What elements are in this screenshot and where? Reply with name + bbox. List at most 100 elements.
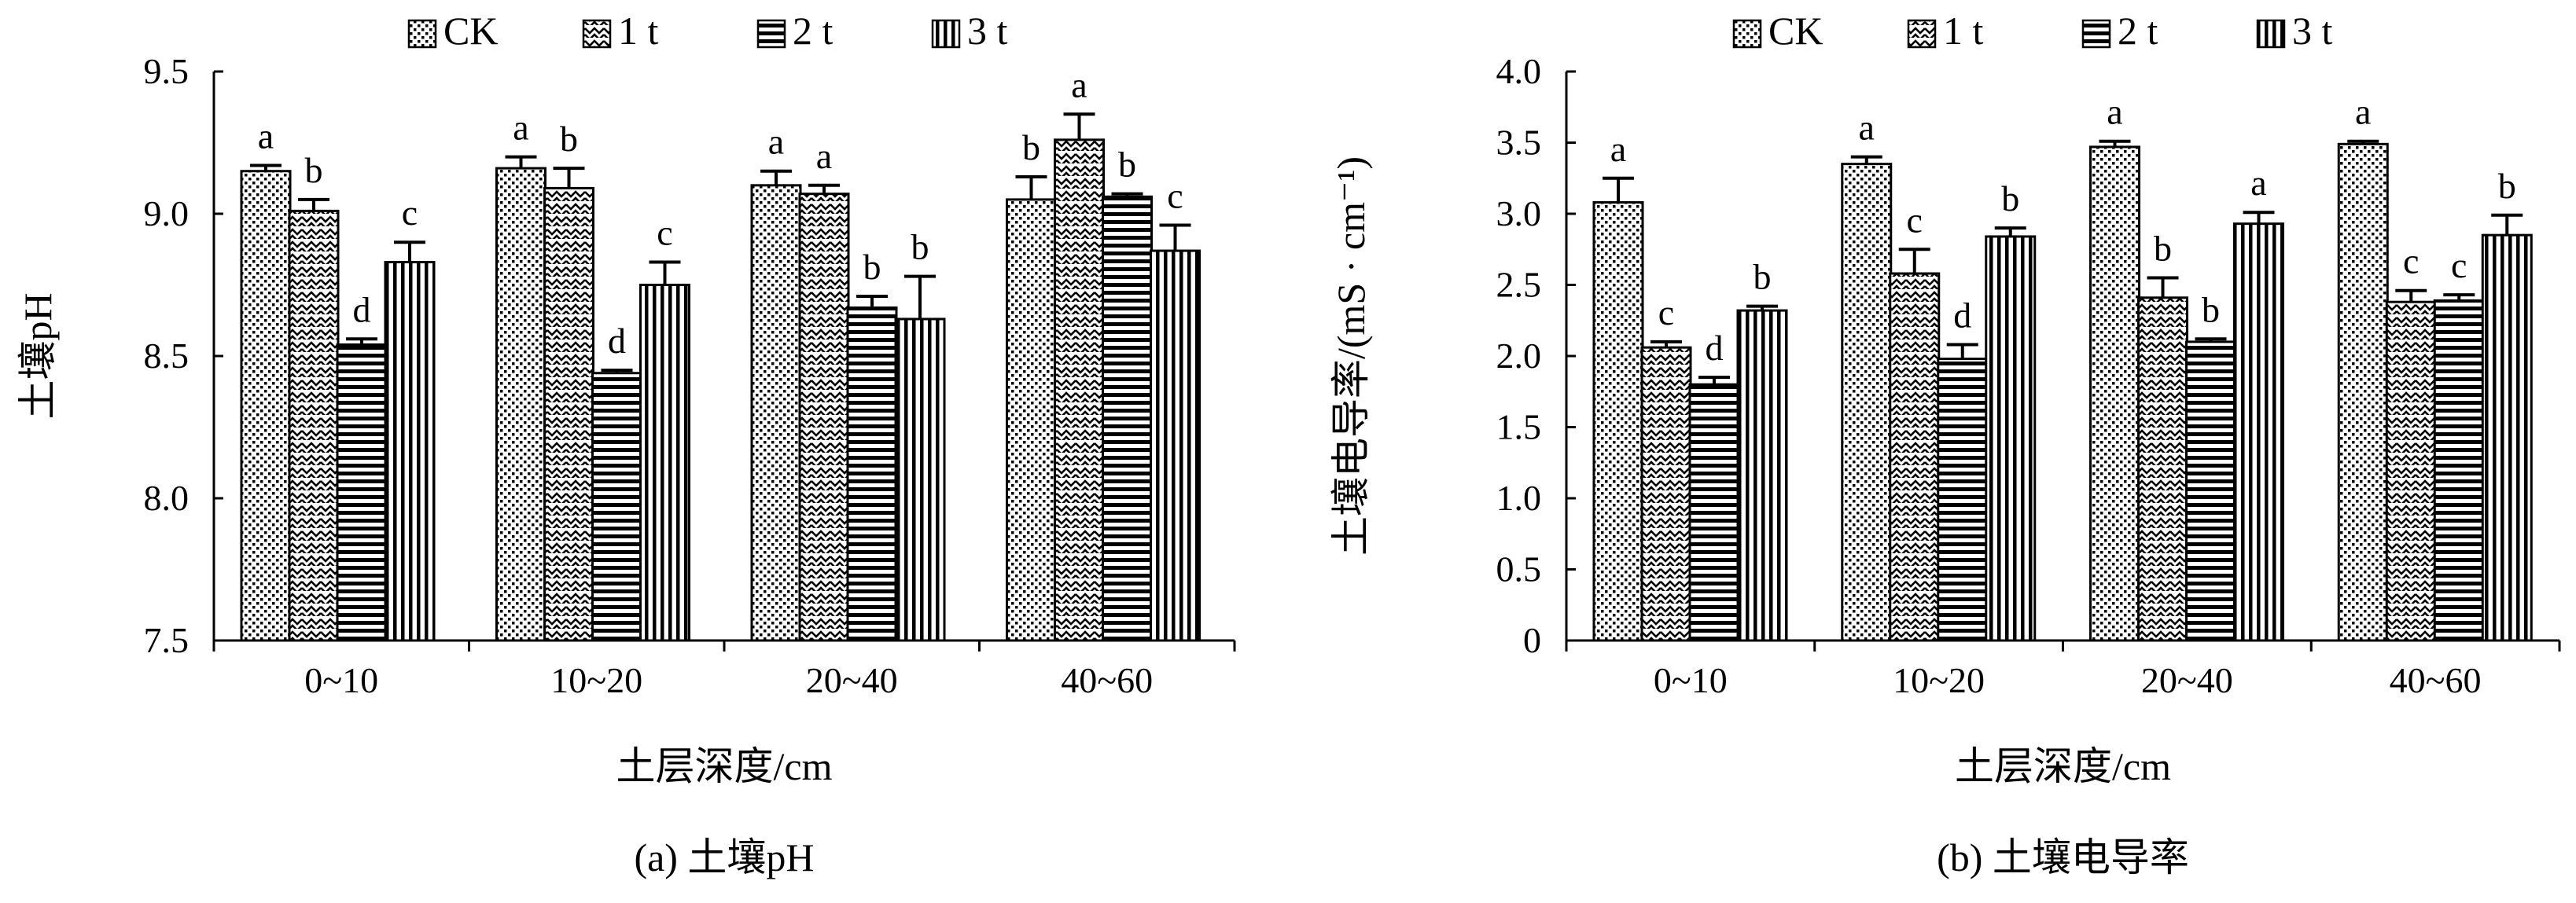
legend-swatch-3t [931,19,961,49]
ec-chart-panel: 00.51.01.52.02.53.03.54.0acdb0~10acdb10~… [1329,9,2561,879]
bar-CK-40~60 [2337,142,2389,642]
legend-label-1t: 1 t [1943,9,1984,53]
x-tick-label: 40~60 [2390,660,2482,700]
bar-CK-20~40 [2089,145,2140,642]
significance-label: a [2355,92,2371,132]
legend-swatch-CK [407,19,437,49]
significance-label: d [1953,295,1971,336]
y-tick-label: 2.5 [1496,265,1542,305]
bar-1t-20~40 [2137,296,2188,642]
significance-label: a [768,122,784,162]
x-tick-label: 10~20 [1893,660,1985,700]
bar-2t-20~40 [2185,340,2236,642]
bar-3t-0~10 [384,261,436,642]
legend-label-CK: CK [443,9,498,53]
bar-2t-0~10 [1688,383,1740,642]
x-tick-label: 20~40 [806,660,898,700]
y-tick-label: 9.0 [144,193,190,233]
significance-label: c [1658,292,1674,332]
significance-label: b [2202,289,2220,329]
x-axis-title: 土层深度/cm [616,744,833,788]
legend-label-CK: CK [1768,9,1823,53]
significance-label: b [911,227,929,267]
legend-label-2t: 2 t [793,9,834,53]
y-tick-label: 0.5 [1496,549,1542,589]
bar-1t-20~40 [798,193,850,642]
bar-CK-10~20 [495,167,546,642]
y-tick-label: 0 [1523,620,1541,660]
significance-label: d [608,321,626,361]
bar-1t-0~10 [1640,346,1692,642]
bar-1t-40~60 [2385,300,2437,642]
significance-label: b [305,150,323,190]
significance-label: c [1167,175,1183,215]
significance-label: c [1907,200,1923,240]
significance-label: c [2403,241,2419,281]
bar-2t-40~60 [1102,195,1153,642]
significance-label: a [2250,163,2266,203]
bar-3t-10~20 [1985,235,2037,642]
x-tick-label: 40~60 [1061,660,1153,700]
bar-CK-40~60 [1006,198,1057,642]
legend-swatch-1t [1907,19,1937,49]
legend-label-3t: 3 t [2292,9,2333,53]
x-axis-title: 土层深度/cm [1955,744,2171,788]
significance-label: a [258,116,274,156]
legend-label-2t: 2 t [2118,9,2158,53]
bar-1t-10~20 [1889,272,1941,642]
bar-3t-40~60 [1150,249,1201,642]
y-tick-label: 2.0 [1496,336,1542,376]
bar-3t-0~10 [1736,309,1788,642]
significance-label: b [2001,178,2019,218]
y-tick-label: 9.5 [144,51,190,91]
significance-label: a [1610,129,1626,169]
significance-label: b [1118,145,1136,185]
x-tick-label: 0~10 [1654,660,1728,700]
significance-label: b [1754,257,1772,297]
y-tick-label: 8.5 [144,336,190,376]
y-tick-label: 3.5 [1496,123,1542,163]
significance-label: b [1022,127,1040,167]
bar-3t-40~60 [2481,233,2533,642]
significance-label: d [353,289,371,329]
bar-2t-10~20 [1937,358,1989,642]
bar-CK-10~20 [1841,163,1893,642]
bar-CK-20~40 [750,184,802,642]
y-tick-label: 3.0 [1496,193,1542,233]
x-tick-label: 10~20 [550,660,642,700]
significance-label: b [560,119,578,159]
significance-label: d [1706,328,1724,368]
y-tick-label: 1.5 [1496,407,1542,447]
bar-3t-10~20 [639,284,690,642]
significance-label: a [513,108,528,148]
significance-label: a [2107,92,2122,132]
legend-swatch-1t [582,19,612,49]
bar-CK-0~10 [240,170,292,642]
bar-2t-10~20 [591,372,642,642]
significance-label: b [2154,228,2172,268]
legend-swatch-2t [2081,19,2111,49]
bar-CK-0~10 [1592,201,1644,642]
significance-label: b [2498,166,2516,206]
significance-label: c [2451,245,2467,285]
significance-label: c [402,193,418,233]
significance-label: b [863,247,881,287]
legend: CK 1 t 2 t 3 t [1732,9,2333,53]
y-axis-title: 土壤电导率/(mS · cm⁻¹) [1329,156,1373,556]
legend-swatch-CK [1732,19,1762,49]
y-tick-label: 7.5 [144,620,190,660]
y-axis-title: 土壤pH [16,292,60,419]
x-tick-label: 0~10 [304,660,378,700]
bar-3t-20~40 [2233,222,2284,642]
legend-swatch-3t [2256,19,2286,49]
significance-label: a [1071,64,1087,105]
y-tick-label: 4.0 [1496,51,1542,91]
legend-swatch-2t [756,19,786,49]
bar-1t-40~60 [1054,138,1105,642]
bar-1t-10~20 [543,186,594,642]
significance-label: c [657,213,672,253]
significance-label: a [1859,108,1875,148]
bar-2t-20~40 [846,306,898,642]
